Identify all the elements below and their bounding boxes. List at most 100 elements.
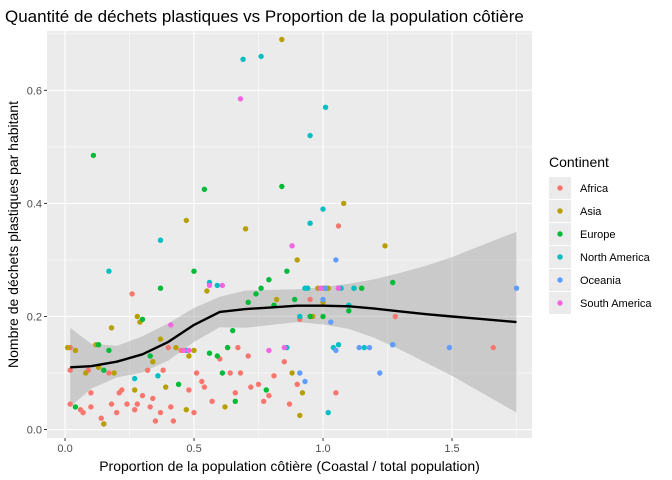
point-africa	[333, 390, 339, 396]
point-africa	[255, 381, 262, 387]
point-north-america	[351, 285, 357, 291]
point-oceania	[333, 257, 339, 263]
y-axis-title: Nombre de déchets plastiques par habitan…	[5, 101, 21, 368]
point-africa	[147, 404, 153, 410]
point-asia	[279, 36, 285, 43]
legend-title: Continent	[549, 154, 609, 170]
point-europe	[72, 404, 79, 410]
point-oceania	[513, 285, 520, 291]
point-oceania	[366, 344, 373, 351]
point-south-america	[281, 344, 287, 351]
point-africa	[139, 392, 146, 399]
x-tick-label: 1.0	[315, 443, 330, 455]
point-south-america	[237, 96, 244, 102]
point-africa	[160, 367, 166, 373]
point-europe	[263, 387, 269, 393]
point-europe	[157, 285, 164, 291]
point-africa	[108, 401, 115, 407]
point-asia	[111, 370, 117, 376]
point-asia	[83, 370, 89, 376]
smooth-line	[70, 304, 517, 369]
point-africa	[261, 398, 267, 404]
confidence-band-layer	[70, 231, 517, 413]
point-africa	[335, 223, 342, 229]
point-europe	[219, 370, 226, 376]
point-oceania	[322, 285, 329, 291]
point-asia	[382, 243, 388, 249]
point-africa	[119, 387, 125, 393]
y-tick-label: 0.4	[27, 198, 42, 210]
point-south-america	[266, 347, 272, 354]
point-africa	[199, 378, 205, 385]
legend-swatch	[557, 185, 563, 191]
point-asia	[134, 313, 140, 320]
point-europe	[279, 183, 285, 190]
point-north-america	[361, 344, 367, 351]
x-tick-label: 0.0	[57, 443, 72, 455]
point-asia	[222, 404, 228, 410]
point-south-america	[289, 243, 295, 249]
point-north-america	[307, 220, 313, 226]
point-europe	[284, 268, 290, 274]
point-south-america	[206, 282, 213, 289]
point-asia	[294, 257, 300, 263]
chart-title: Quantité de déchets plastiques vs Propor…	[5, 7, 524, 26]
grid-minor	[47, 31, 532, 438]
point-europe	[320, 313, 326, 320]
point-europe	[245, 299, 251, 305]
point-north-america	[297, 313, 303, 320]
point-africa	[168, 404, 174, 410]
point-asia	[150, 359, 156, 365]
point-europe	[258, 285, 264, 291]
point-oceania	[377, 370, 383, 376]
x-axis-title: Proportion de la population côtière (Coa…	[99, 458, 480, 474]
legend-label: North America	[580, 252, 651, 264]
point-africa	[294, 381, 300, 387]
point-oceania	[302, 378, 308, 385]
point-oceania	[390, 342, 396, 348]
point-asia	[157, 336, 164, 342]
confidence-band	[70, 231, 517, 413]
x-axis-ticks: 0.0 0.5 1.0 1.5	[57, 438, 460, 455]
point-north-america	[322, 104, 329, 111]
point-north-america	[157, 237, 164, 243]
y-axis-ticks: 0.0 0.2 0.4 0.6	[27, 85, 47, 437]
point-africa	[186, 387, 192, 393]
point-north-america	[132, 375, 138, 382]
legend-label: Asia	[580, 206, 602, 218]
y-tick-label: 0.0	[27, 425, 42, 437]
point-asia	[299, 390, 306, 396]
point-north-america	[307, 132, 313, 139]
point-oceania	[446, 344, 453, 351]
point-asia	[186, 353, 192, 359]
x-tick-label: 0.5	[186, 443, 201, 455]
point-africa	[237, 370, 244, 376]
legend-label: Oceania	[580, 275, 622, 287]
point-europe	[232, 398, 238, 404]
point-europe	[90, 152, 97, 159]
point-africa	[67, 367, 73, 373]
point-africa	[201, 384, 208, 390]
point-south-america	[317, 285, 324, 291]
point-asia	[297, 412, 303, 419]
point-africa	[152, 418, 159, 424]
point-north-america	[155, 373, 161, 379]
grid-major	[47, 31, 532, 438]
point-asia	[132, 387, 138, 393]
point-oceania	[356, 344, 362, 351]
point-asia	[163, 384, 169, 390]
point-north-america	[240, 56, 246, 62]
legend-label: Europe	[580, 229, 615, 241]
point-north-america	[320, 206, 326, 212]
point-europe	[101, 367, 107, 373]
x-tick-label: 1.5	[444, 443, 459, 455]
point-africa	[271, 373, 277, 379]
point-africa	[129, 291, 135, 297]
point-south-america	[168, 322, 174, 328]
point-africa	[392, 313, 398, 320]
point-south-america	[186, 347, 192, 354]
point-europe	[266, 277, 272, 283]
point-africa	[248, 384, 254, 390]
point-asia	[204, 288, 210, 294]
